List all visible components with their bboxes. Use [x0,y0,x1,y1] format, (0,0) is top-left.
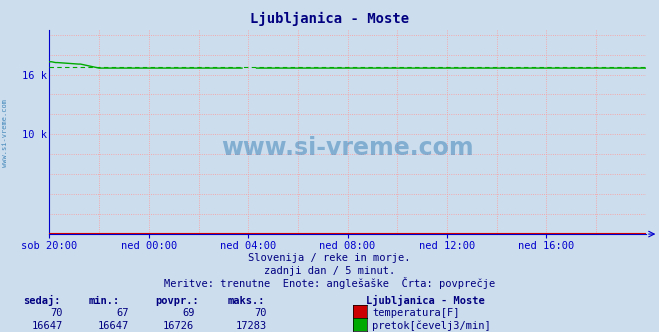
Text: maks.:: maks.: [227,296,265,306]
Text: www.si-vreme.com: www.si-vreme.com [221,136,474,160]
Text: 16647: 16647 [32,321,63,331]
Text: 67: 67 [116,308,129,318]
Text: 17283: 17283 [236,321,267,331]
Text: 16726: 16726 [163,321,194,331]
Text: min.:: min.: [89,296,120,306]
Text: 69: 69 [182,308,194,318]
Text: Ljubljanica - Moste: Ljubljanica - Moste [250,12,409,26]
Text: Slovenija / reke in morje.: Slovenija / reke in morje. [248,253,411,263]
Text: povpr.:: povpr.: [155,296,198,306]
Text: 16647: 16647 [98,321,129,331]
Text: pretok[čevelj3/min]: pretok[čevelj3/min] [372,321,491,331]
Text: temperatura[F]: temperatura[F] [372,308,460,318]
Text: 70: 70 [254,308,267,318]
Text: Ljubljanica - Moste: Ljubljanica - Moste [366,295,484,306]
Text: zadnji dan / 5 minut.: zadnji dan / 5 minut. [264,266,395,276]
Text: 70: 70 [50,308,63,318]
Text: www.si-vreme.com: www.si-vreme.com [2,99,9,167]
Text: Meritve: trenutne  Enote: anglešaške  Črta: povprečje: Meritve: trenutne Enote: anglešaške Črta… [164,277,495,289]
Text: sedaj:: sedaj: [23,295,61,306]
